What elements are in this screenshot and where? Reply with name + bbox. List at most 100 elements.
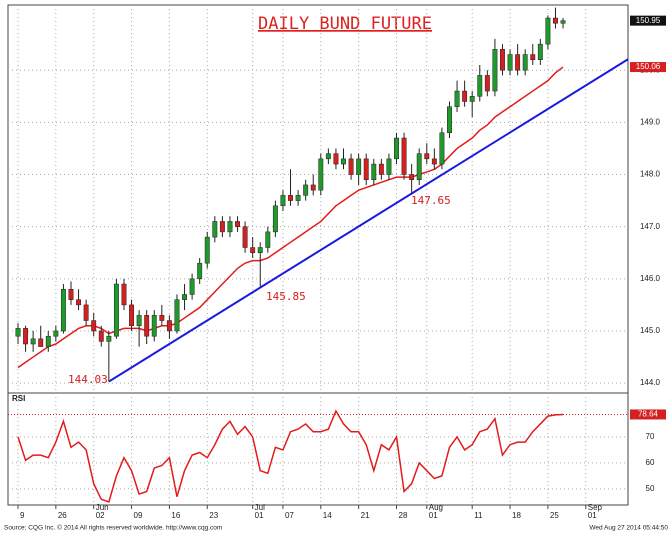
ma-value-box-label: 150.06 [636,62,661,71]
rsi-label: RSI [12,394,25,403]
close-value-box [630,15,666,26]
candle-body [76,299,82,306]
low-annotation: 145.85 [266,290,306,303]
rsi-tick-label: 60 [646,458,655,467]
candle-body [144,315,150,337]
candle-body [265,231,271,248]
candle-body [280,195,286,207]
candle-body [60,289,66,332]
x-month-label: Aug [429,503,443,512]
candle-body [333,153,339,165]
plot-frame [7,4,629,506]
x-tick-label: 11 [474,511,483,520]
candle-body [447,106,452,134]
candle-body [560,20,566,24]
candle-body [151,315,157,337]
x-tick-label: 09 [134,511,143,520]
candle-body [204,236,210,264]
y-tick-label: 149.0 [640,117,661,126]
candle-body [310,184,316,191]
chart-title: DAILY BUND FUTURE [258,14,432,34]
candle-body [401,137,407,175]
candle-body [15,328,21,337]
candle-body [416,153,422,180]
candle-body [431,158,437,165]
candle-body [356,158,362,175]
x-tick-label: 25 [550,511,559,520]
candle-body [530,54,536,61]
candle-body [477,75,483,97]
timestamp: Wed Aug 27 2014 05:44:50 [589,525,668,532]
candle-body [30,338,36,345]
candle-body [454,90,460,107]
candle-body [197,262,203,280]
candle-body [219,221,225,233]
candle-body [318,158,324,191]
candle-body [45,335,51,347]
x-tick-label: 26 [58,511,67,520]
x-tick-label: 23 [209,511,218,520]
candle-body [83,304,89,321]
rsi-value-box-label: 78.64 [638,410,659,419]
x-tick-label: 14 [323,511,332,520]
candle-body [515,54,521,71]
x-tick-label: 02 [96,511,105,520]
candle-body [522,54,528,71]
x-tick-label: 01 [588,511,597,520]
rsi-tick-label: 70 [646,432,655,441]
candle-body [113,283,119,337]
y-tick-label: 147.0 [640,222,661,231]
close-value-box-label: 150.95 [636,16,661,25]
y-tick-label: 145.0 [640,326,661,335]
moving-average [17,66,564,369]
rsi-tick-label: 50 [646,484,655,493]
candle-body [537,43,543,61]
x-month-label: Sep [588,503,603,512]
candle-body [462,90,468,102]
x-tick-label: 07 [285,511,294,520]
candle-body [98,330,104,342]
candle-body [68,289,74,300]
candle-body [106,335,112,342]
low-annotation: 147.65 [411,194,451,207]
x-tick-label: 28 [399,511,408,520]
candle-body [409,174,415,180]
candle-body [227,221,233,233]
candle-body [303,184,309,196]
rsi-line [17,409,564,503]
candle-body [348,158,354,175]
candle-body [159,315,165,321]
candle-body [492,49,498,92]
candle-body [38,338,44,347]
y-tick-label: 148.0 [640,170,661,179]
candle-body [545,17,551,45]
candle-body [166,320,172,332]
candle-body [295,195,301,201]
x-month-label: Jul [255,503,265,512]
candle-body [212,221,218,238]
y-tick-label: 146.0 [640,274,661,283]
candle-body [242,226,248,248]
candle-body [182,294,187,300]
candle-body [53,330,59,337]
x-month-label: Jun [96,503,109,512]
y-tick-label: 144.0 [640,378,661,387]
candle-body [91,320,97,332]
candle-body [469,96,475,102]
candle-body [288,195,293,201]
candle-body [500,49,505,71]
candle-body [257,247,263,253]
x-tick-label: 9 [20,511,25,520]
x-tick-label: 21 [361,511,370,520]
candle-body [174,299,180,332]
candle-body [371,163,377,180]
candle-body [553,17,558,24]
x-tick-label: 01 [255,511,264,520]
ma-value-box [630,62,666,73]
candle-body [439,132,445,165]
candle-body [121,283,127,306]
candle-body [484,75,490,92]
candle-body [325,153,331,160]
source: Source: CQG Inc. © 2014 All rights reser… [4,524,222,532]
